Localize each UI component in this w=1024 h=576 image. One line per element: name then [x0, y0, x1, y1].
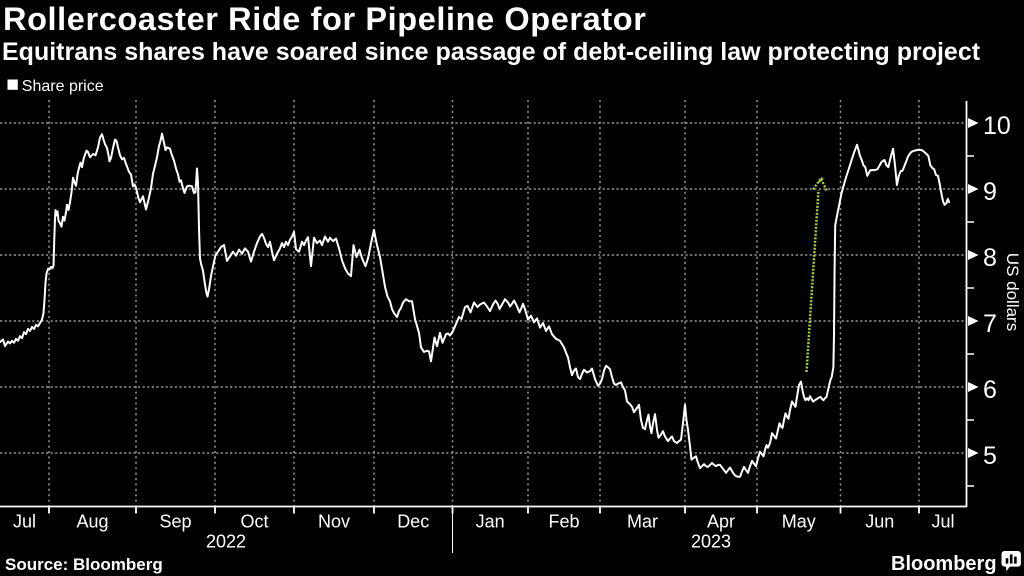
svg-text:Dec: Dec: [397, 512, 429, 532]
svg-text:Bloomberg: Bloomberg: [891, 553, 997, 575]
svg-text:Feb: Feb: [548, 512, 579, 532]
svg-text:Jan: Jan: [476, 512, 505, 532]
svg-text:5: 5: [983, 442, 997, 470]
svg-text:Nov: Nov: [318, 512, 350, 532]
svg-text:Share price: Share price: [22, 78, 104, 95]
svg-text:2023: 2023: [691, 532, 731, 552]
svg-text:US dollars: US dollars: [1003, 253, 1022, 331]
svg-text:8: 8: [983, 244, 997, 272]
svg-text:6: 6: [983, 376, 997, 404]
svg-text:Jul: Jul: [931, 512, 954, 532]
svg-text:2022: 2022: [206, 532, 246, 552]
svg-text:Jul: Jul: [13, 512, 36, 532]
svg-text:10: 10: [983, 112, 1011, 140]
svg-text:Jun: Jun: [865, 512, 894, 532]
svg-text:Apr: Apr: [707, 512, 735, 532]
svg-text:Sep: Sep: [159, 512, 191, 532]
svg-text:May: May: [782, 512, 816, 532]
svg-text:7: 7: [983, 310, 997, 338]
svg-text:9: 9: [983, 178, 997, 206]
svg-text:Source: Bloomberg: Source: Bloomberg: [5, 555, 163, 574]
svg-text:Oct: Oct: [240, 512, 268, 532]
svg-text:Equitrans shares have soared s: Equitrans shares have soared since passa…: [2, 38, 981, 66]
svg-text:Mar: Mar: [627, 512, 658, 532]
svg-text:Aug: Aug: [76, 512, 108, 532]
svg-text:Rollercoaster Ride for Pipelin: Rollercoaster Ride for Pipeline Operator: [3, 1, 646, 37]
